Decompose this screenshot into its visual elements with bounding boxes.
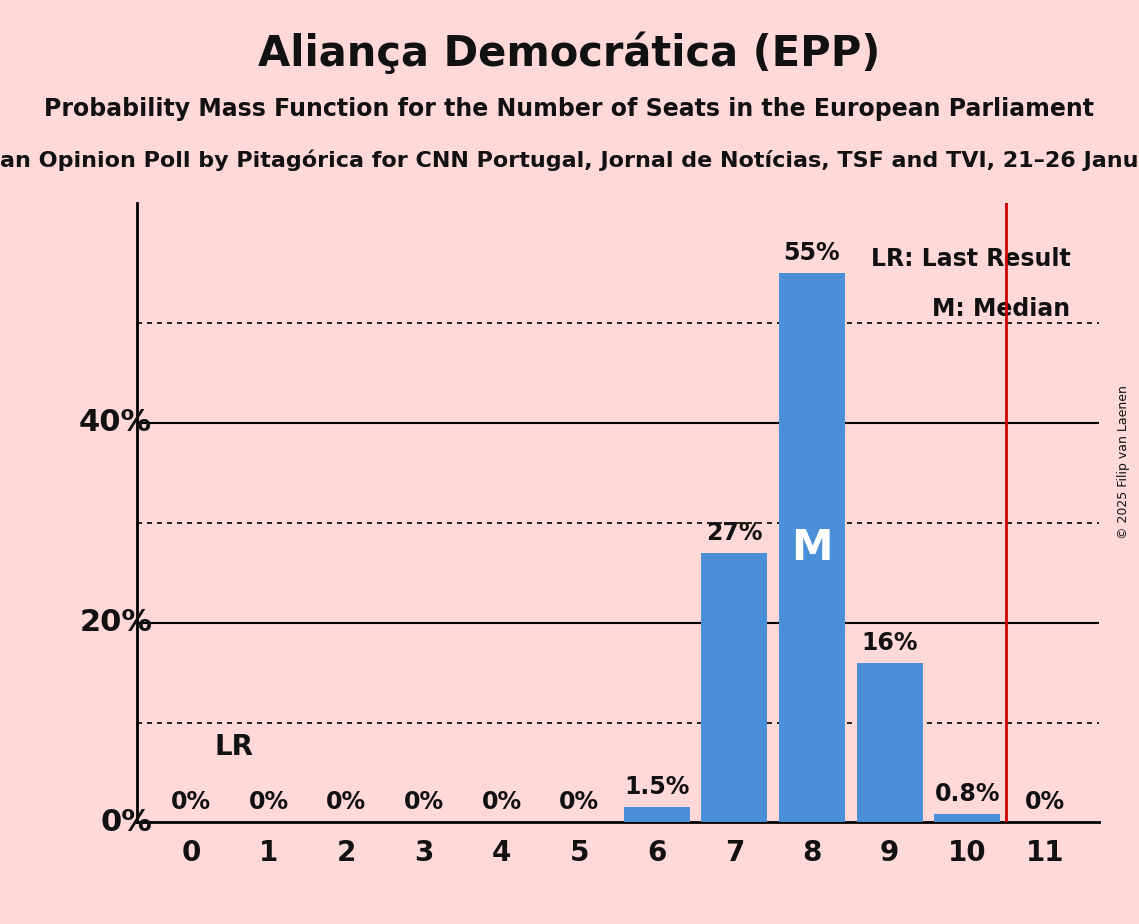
- Text: 40%: 40%: [79, 408, 153, 437]
- Text: © 2025 Filip van Laenen: © 2025 Filip van Laenen: [1117, 385, 1130, 539]
- Text: LR: Last Result: LR: Last Result: [870, 247, 1071, 271]
- Text: 0%: 0%: [559, 790, 599, 814]
- Text: 16%: 16%: [861, 630, 918, 654]
- Text: 55%: 55%: [784, 241, 841, 265]
- Text: 0%: 0%: [482, 790, 522, 814]
- Text: M: M: [792, 527, 833, 569]
- Bar: [857, 663, 923, 822]
- Text: 0.8%: 0.8%: [934, 783, 1000, 807]
- Text: 0%: 0%: [1025, 790, 1065, 814]
- Text: 27%: 27%: [706, 521, 763, 545]
- Text: 1.5%: 1.5%: [624, 775, 689, 799]
- Text: 20%: 20%: [80, 608, 153, 638]
- Bar: [702, 553, 768, 822]
- Text: Aliança Democrática (EPP): Aliança Democrática (EPP): [259, 32, 880, 75]
- Text: M: Median: M: Median: [932, 297, 1071, 321]
- Text: 0%: 0%: [100, 808, 153, 837]
- Text: 0%: 0%: [326, 790, 367, 814]
- Bar: [934, 814, 1000, 822]
- Text: Probability Mass Function for the Number of Seats in the European Parliament: Probability Mass Function for the Number…: [44, 97, 1095, 121]
- Text: 0%: 0%: [248, 790, 288, 814]
- Text: 0%: 0%: [171, 790, 211, 814]
- Text: LR: LR: [214, 734, 253, 761]
- Bar: [779, 274, 845, 822]
- Bar: [624, 808, 690, 822]
- Text: an Opinion Poll by Pitagórica for CNN Portugal, Jornal de Notícias, TSF and TVI,: an Opinion Poll by Pitagórica for CNN Po…: [0, 150, 1139, 171]
- Text: 0%: 0%: [404, 790, 444, 814]
